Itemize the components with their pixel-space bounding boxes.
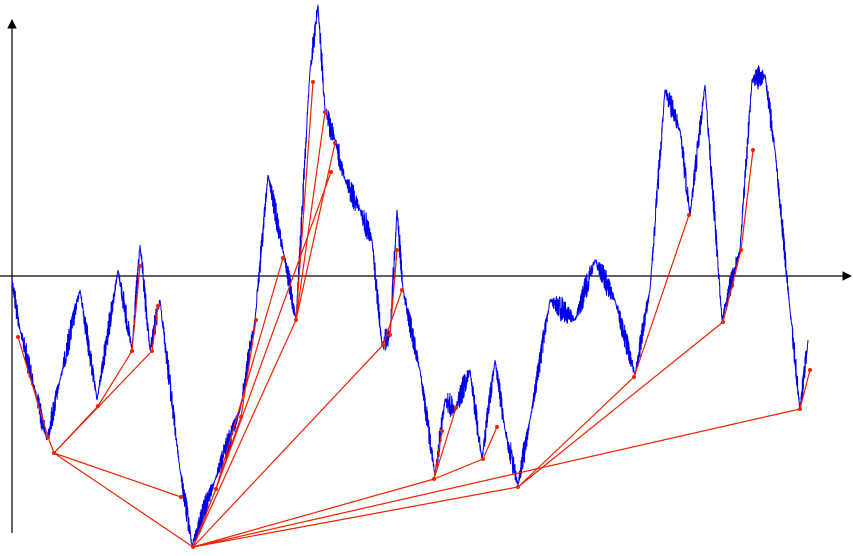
tree-node xyxy=(130,349,134,353)
tree-node xyxy=(254,318,258,322)
tree-node xyxy=(751,148,755,152)
tree-node xyxy=(381,343,385,347)
tree-edge xyxy=(47,436,55,454)
tree-node xyxy=(214,487,218,491)
tree-node xyxy=(481,457,485,461)
tree-edge xyxy=(799,369,811,410)
tree-edge xyxy=(517,321,724,488)
tree-node xyxy=(281,256,285,260)
tree-node xyxy=(46,435,50,439)
tree-node xyxy=(138,264,142,268)
tree-edge xyxy=(740,149,754,251)
random-walk xyxy=(11,4,809,547)
tree-node xyxy=(311,80,315,84)
tree-edge xyxy=(482,426,498,460)
tree-edge xyxy=(131,265,141,352)
tree-node xyxy=(191,545,195,549)
tree-node xyxy=(798,407,802,411)
tree-edge xyxy=(17,336,49,438)
tree-node xyxy=(323,110,327,114)
tree-node xyxy=(239,415,243,419)
tree-node xyxy=(96,404,100,408)
tree-node xyxy=(294,318,298,322)
tree-node xyxy=(179,495,183,499)
tree-edge xyxy=(295,142,336,321)
tree-node xyxy=(495,425,499,429)
tree-node xyxy=(333,141,337,145)
tree-node xyxy=(687,213,691,217)
tree-edge xyxy=(215,257,284,490)
minima-tree xyxy=(16,80,812,549)
tree-edge xyxy=(151,305,159,352)
walk-path xyxy=(11,4,809,547)
tree-edge xyxy=(389,249,398,336)
tree-node xyxy=(395,248,399,252)
tree-edge xyxy=(433,458,484,480)
tree-node xyxy=(440,429,444,433)
tree-edge xyxy=(382,289,403,346)
tree-edge xyxy=(53,350,153,454)
tree-edge xyxy=(433,407,457,480)
tree-edge xyxy=(722,249,742,323)
tree-node xyxy=(721,320,725,324)
tree-edge xyxy=(192,486,519,548)
tree-node xyxy=(52,451,56,455)
tree-edge xyxy=(215,171,332,490)
tree-edge xyxy=(633,214,690,378)
tree-edge xyxy=(192,408,801,548)
tree-edge xyxy=(97,350,133,407)
tree-node xyxy=(632,375,636,379)
tree-node xyxy=(388,333,392,337)
tree-node xyxy=(739,248,743,252)
tree-node xyxy=(516,485,520,489)
tree-node xyxy=(454,406,458,410)
tree-node xyxy=(156,304,160,308)
tree-edge xyxy=(433,430,443,480)
tree-edge xyxy=(53,452,194,548)
tree-node xyxy=(16,335,20,339)
tree-edge xyxy=(240,319,257,418)
tree-edge xyxy=(295,81,314,321)
tree-edge xyxy=(295,111,326,321)
tree-node xyxy=(150,349,154,353)
tree-node xyxy=(432,477,436,481)
tree-edge xyxy=(192,344,384,548)
tree-node xyxy=(329,170,333,174)
tree-node xyxy=(808,368,812,372)
tree-node xyxy=(400,288,404,292)
tree-edge xyxy=(192,478,435,548)
tree-edge xyxy=(53,452,182,498)
tree-edge xyxy=(192,319,297,548)
